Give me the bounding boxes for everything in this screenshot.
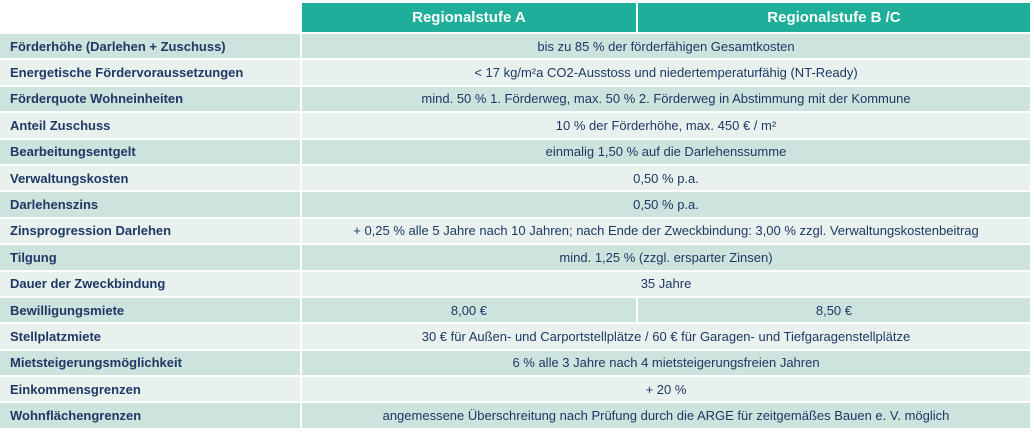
row-label: Bewilligungsmiete: [0, 297, 300, 323]
row-value: 30 € für Außen- und Carportstellplätze /…: [302, 324, 1030, 349]
table-row: Energetische Fördervoraussetzungen < 17 k…: [0, 60, 1030, 85]
row-value: mind. 1,25 % (zzgl. ersparter Zinsen): [302, 245, 1030, 270]
table-row: Stellplatzmiete 30 € für Außen- und Carpo…: [0, 324, 1030, 349]
table-row: Mietsteigerungsmöglichkeit 6 % alle 3 Jah…: [0, 350, 1030, 376]
header-row: Regionalstufe A Regionalstufe B /C: [0, 3, 1030, 32]
row-label: Einkommensgrenzen: [0, 377, 300, 402]
row-label: Stellplatzmiete: [0, 324, 300, 349]
row-label: Anteil Zuschuss: [0, 113, 300, 138]
row-label: Darlehenszins: [0, 192, 300, 217]
row-value: + 0,25 % alle 5 Jahre nach 10 Jahren; na…: [302, 218, 1030, 244]
row-value: 6 % alle 3 Jahre nach 4 mietsteigerungsf…: [302, 350, 1030, 376]
row-value: + 20 %: [302, 377, 1030, 402]
table-row: Förderquote Wohneinheiten mind. 50 % 1. F…: [0, 86, 1030, 112]
table-row: Verwaltungskosten 0,50 % p.a.: [0, 165, 1030, 191]
table-row: Anteil Zuschuss 10 % der Förderhöhe, max.…: [0, 113, 1030, 138]
row-label: Energetische Fördervoraussetzungen: [0, 60, 300, 85]
row-value: 0,50 % p.a.: [302, 192, 1030, 217]
table-row: Bearbeitungsentgelt einmalig 1,50 % auf d…: [0, 139, 1030, 164]
table-row: Tilgung mind. 1,25 % (zzgl. ersparter Zin…: [0, 245, 1030, 270]
row-label: Förderquote Wohneinheiten: [0, 86, 300, 112]
row-label: Zinsprogression Darlehen: [0, 218, 300, 244]
row-value: einmalig 1,50 % auf die Darlehenssumme: [302, 139, 1030, 164]
row-value: angemessene Überschreitung nach Prüfung …: [302, 403, 1030, 428]
header-blank: [0, 3, 300, 32]
header-regionalstufe-bc: Regionalstufe B /C: [637, 3, 1030, 32]
table-row: Einkommensgrenzen + 20 %: [0, 377, 1030, 402]
table-row: Förderhöhe (Darlehen + Zuschuss) bis zu 8…: [0, 34, 1030, 59]
row-value: 0,50 % p.a.: [302, 165, 1030, 191]
row-label: Tilgung: [0, 245, 300, 270]
row-value: 35 Jahre: [302, 271, 1030, 296]
row-value-a: 8,00 €: [302, 297, 636, 323]
row-label: Bearbeitungsentgelt: [0, 139, 300, 164]
row-label: Dauer der Zweckbindung: [0, 271, 300, 296]
row-label: Wohnflächengrenzen: [0, 403, 300, 428]
table-row: Bewilligungsmiete 8,00 €8,50 €: [0, 297, 1030, 323]
table-row: Dauer der Zweckbindung 35 Jahre: [0, 271, 1030, 296]
table-row: Zinsprogression Darlehen + 0,25 % alle 5 …: [0, 218, 1030, 244]
row-value: bis zu 85 % der förderfähigen Gesamtkost…: [302, 34, 1030, 59]
table-row: Wohnflächengrenzen angemessene Überschrei…: [0, 403, 1030, 428]
row-value: < 17 kg/m²a CO2-Ausstoss und niedertempe…: [302, 60, 1030, 85]
row-label: Förderhöhe (Darlehen + Zuschuss): [0, 34, 300, 59]
row-value: 10 % der Förderhöhe, max. 450 € / m²: [302, 113, 1030, 138]
row-value: mind. 50 % 1. Förderweg, max. 50 % 2. Fö…: [302, 86, 1030, 112]
table-row: Darlehenszins 0,50 % p.a.: [0, 192, 1030, 217]
row-label: Mietsteigerungsmöglichkeit: [0, 350, 300, 376]
row-label: Verwaltungskosten: [0, 165, 300, 191]
row-value-bc: 8,50 €: [637, 297, 1030, 323]
header-regionalstufe-a: Regionalstufe A: [302, 3, 636, 32]
